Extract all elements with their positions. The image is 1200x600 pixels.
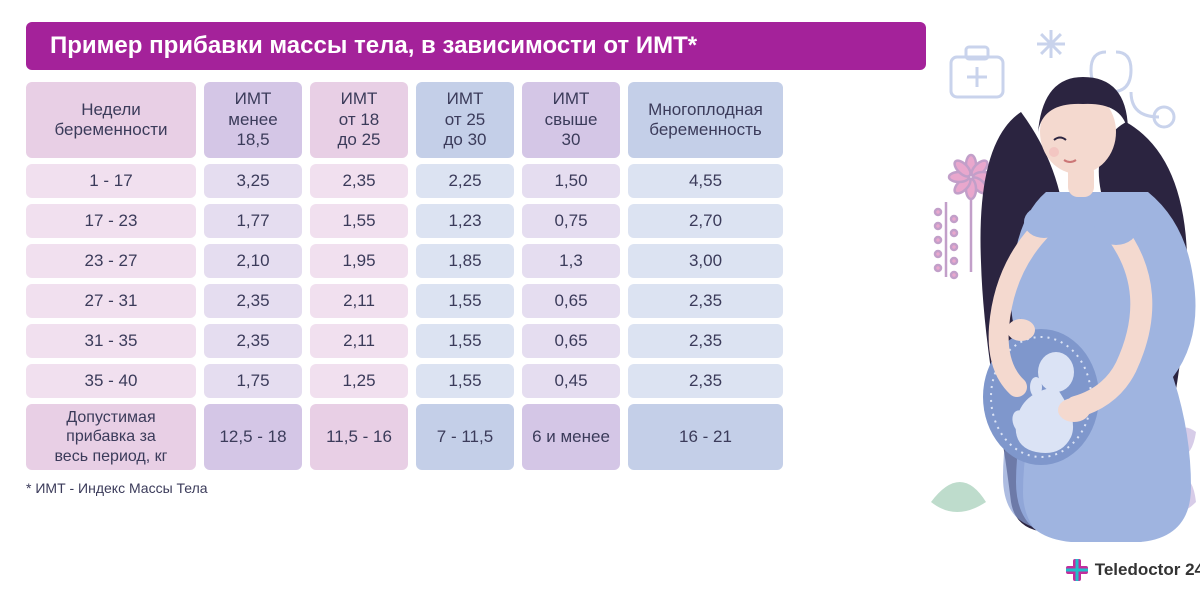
table-cell: 0,65 [522,324,620,358]
brand-suffix: 24 [1185,560,1200,579]
table-cell: 2,70 [628,204,783,238]
weight-gain-table: Недели беременностиИМТ менее 18,5ИМТ от … [26,82,926,470]
page: Пример прибавки массы тела, в зависимост… [0,0,1200,600]
table-cell: 1,55 [310,204,408,238]
table-cell: 1,85 [416,244,514,278]
total-row-cell: 11,5 - 16 [310,404,408,470]
brand-name: Teledoctor [1095,560,1181,579]
table-cell: 2,11 [310,284,408,318]
table-cell: 1,55 [416,284,514,318]
table-cell: 1,25 [310,364,408,398]
pregnancy-illustration [926,22,1200,582]
table-cell: 2,35 [204,284,302,318]
table-cell: 23 - 27 [26,244,196,278]
total-row-cell: 16 - 21 [628,404,783,470]
table-cell: 2,11 [310,324,408,358]
brand-logo: Teledoctor 24 [1065,558,1200,582]
table-cell: 0,65 [522,284,620,318]
table-cell: 1,95 [310,244,408,278]
table-cell: 1,3 [522,244,620,278]
table-cell: 2,10 [204,244,302,278]
table-cell: 1,23 [416,204,514,238]
table-cell: 2,35 [310,164,408,198]
brand-text: Teledoctor 24 [1095,560,1200,580]
illustration-area: Teledoctor 24 [926,22,1200,584]
table-cell: 1,55 [416,324,514,358]
column-header: Недели беременности [26,82,196,158]
table-cell: 1,50 [522,164,620,198]
column-header: ИМТ менее 18,5 [204,82,302,158]
title-text: Пример прибавки массы тела, в зависимост… [50,32,697,60]
total-row-cell: 6 и менее [522,404,620,470]
total-row-cell: Допустимая прибавка за весь период, кг [26,404,196,470]
table-cell: 2,35 [628,284,783,318]
table-cell: 1,55 [416,364,514,398]
column-header: ИМТ от 18 до 25 [310,82,408,158]
footnote: * ИМТ - Индекс Массы Тела [26,480,926,496]
table-cell: 3,00 [628,244,783,278]
total-row-cell: 7 - 11,5 [416,404,514,470]
title-bar: Пример прибавки массы тела, в зависимост… [26,22,926,70]
table-cell: 31 - 35 [26,324,196,358]
table-cell: 2,35 [204,324,302,358]
table-cell: 4,55 [628,164,783,198]
table-cell: 2,35 [628,324,783,358]
table-area: Пример прибавки массы тела, в зависимост… [26,22,926,584]
table-cell: 1,77 [204,204,302,238]
table-cell: 0,75 [522,204,620,238]
table-cell: 35 - 40 [26,364,196,398]
plus-icon [1065,558,1089,582]
table-cell: 17 - 23 [26,204,196,238]
table-cell: 1,75 [204,364,302,398]
footnote-text: * ИМТ - Индекс Массы Тела [26,480,208,496]
column-header: ИМТ свыше 30 [522,82,620,158]
total-row-cell: 12,5 - 18 [204,404,302,470]
column-header: Многоплодная беременность [628,82,783,158]
table-cell: 1 - 17 [26,164,196,198]
table-cell: 3,25 [204,164,302,198]
table-cell: 2,25 [416,164,514,198]
table-cell: 0,45 [522,364,620,398]
table-cell: 27 - 31 [26,284,196,318]
table-cell: 2,35 [628,364,783,398]
column-header: ИМТ от 25 до 30 [416,82,514,158]
